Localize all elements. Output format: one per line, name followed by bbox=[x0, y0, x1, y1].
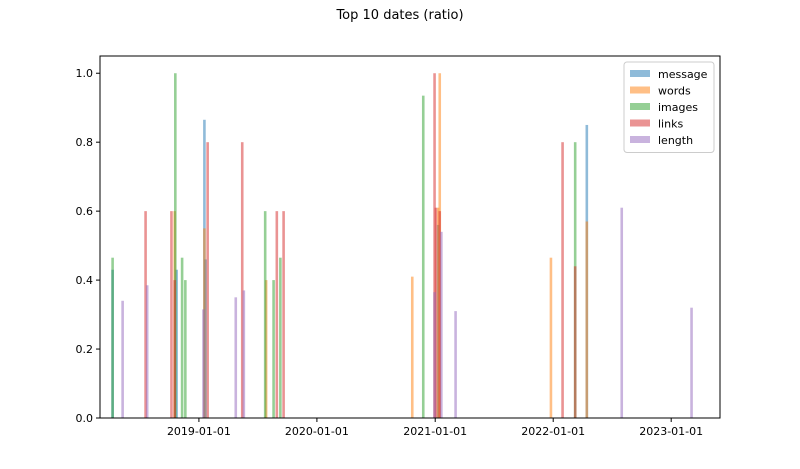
x-tick-label-3: 2022-01-01 bbox=[521, 425, 585, 438]
bar-links-0 bbox=[144, 211, 147, 418]
bar-length-1 bbox=[145, 285, 149, 418]
legend-label-length: length bbox=[658, 134, 693, 147]
plot-area-frame bbox=[99, 55, 721, 419]
bar-words-3 bbox=[410, 276, 414, 418]
bar-links-1 bbox=[170, 211, 173, 418]
bar-images-4 bbox=[263, 211, 267, 418]
bar-links-2 bbox=[173, 280, 176, 418]
bar-words-4 bbox=[436, 207, 440, 418]
bar-length-6 bbox=[440, 231, 443, 418]
y-tick-label-5: 1.0 bbox=[76, 67, 94, 80]
x-tick-label-0: 2019-01-01 bbox=[167, 425, 231, 438]
bar-length-9 bbox=[690, 307, 693, 418]
x-tick-label-1: 2020-01-01 bbox=[285, 425, 349, 438]
bar-length-7 bbox=[454, 311, 457, 418]
chart-title: Top 10 dates (ratio) bbox=[335, 8, 463, 23]
bar-words-7 bbox=[585, 221, 589, 418]
legend-swatch-images bbox=[630, 103, 650, 110]
legend-label-words: words bbox=[658, 85, 691, 98]
bar-links-8 bbox=[434, 207, 438, 418]
bar-images-6 bbox=[279, 257, 282, 418]
y-tick-label-4: 0.8 bbox=[76, 136, 94, 149]
bar-images-3 bbox=[184, 280, 187, 418]
legend-label-links: links bbox=[658, 118, 683, 131]
legend-box bbox=[623, 61, 715, 153]
bar-images-7 bbox=[421, 95, 425, 419]
legend-swatch-length bbox=[630, 136, 650, 143]
x-tick-label-4: 2023-01-01 bbox=[639, 425, 703, 438]
legend-swatch-message bbox=[630, 70, 650, 77]
bar-links-7 bbox=[433, 73, 436, 419]
bars-layer bbox=[111, 73, 693, 419]
bar-links-3 bbox=[206, 142, 209, 418]
bar-images-2 bbox=[180, 257, 184, 418]
legend-swatch-words bbox=[630, 86, 650, 94]
bar-length-8 bbox=[620, 207, 624, 418]
bar-images-5 bbox=[272, 280, 275, 418]
legend-label-images: images bbox=[658, 101, 698, 114]
bar-length-3 bbox=[234, 297, 238, 418]
bar-images-0 bbox=[111, 257, 114, 418]
bar-links-9 bbox=[438, 211, 442, 418]
bar-images-1 bbox=[174, 73, 177, 419]
bar-links-5 bbox=[275, 211, 279, 418]
bar-length-0 bbox=[121, 300, 124, 418]
bar-length-2 bbox=[202, 309, 205, 418]
bar-links-4 bbox=[240, 142, 244, 418]
bar-links-6 bbox=[282, 211, 285, 418]
bar-length-5 bbox=[433, 292, 436, 418]
bar-links-11 bbox=[573, 266, 577, 418]
y-tick-label-3: 0.6 bbox=[76, 205, 94, 218]
legend: message words images links length bbox=[623, 61, 715, 153]
legend-swatch-links bbox=[630, 119, 650, 127]
x-axis: 2019-01-01 2020-01-01 2021-01-01 2022-01-01… bbox=[167, 418, 703, 438]
bar-length-4 bbox=[242, 290, 246, 418]
y-axis: 0.0 0.2 0.4 0.6 0.8 1.0 bbox=[76, 67, 100, 425]
y-tick-label-1: 0.2 bbox=[76, 343, 94, 356]
y-tick-label-2: 0.4 bbox=[76, 274, 94, 287]
legend-label-message: message bbox=[658, 68, 708, 81]
y-tick-label-0: 0.0 bbox=[76, 412, 94, 425]
x-tick-label-2: 2021-01-01 bbox=[403, 425, 467, 438]
bar-links-10 bbox=[561, 142, 564, 418]
bar-words-6 bbox=[549, 257, 553, 418]
